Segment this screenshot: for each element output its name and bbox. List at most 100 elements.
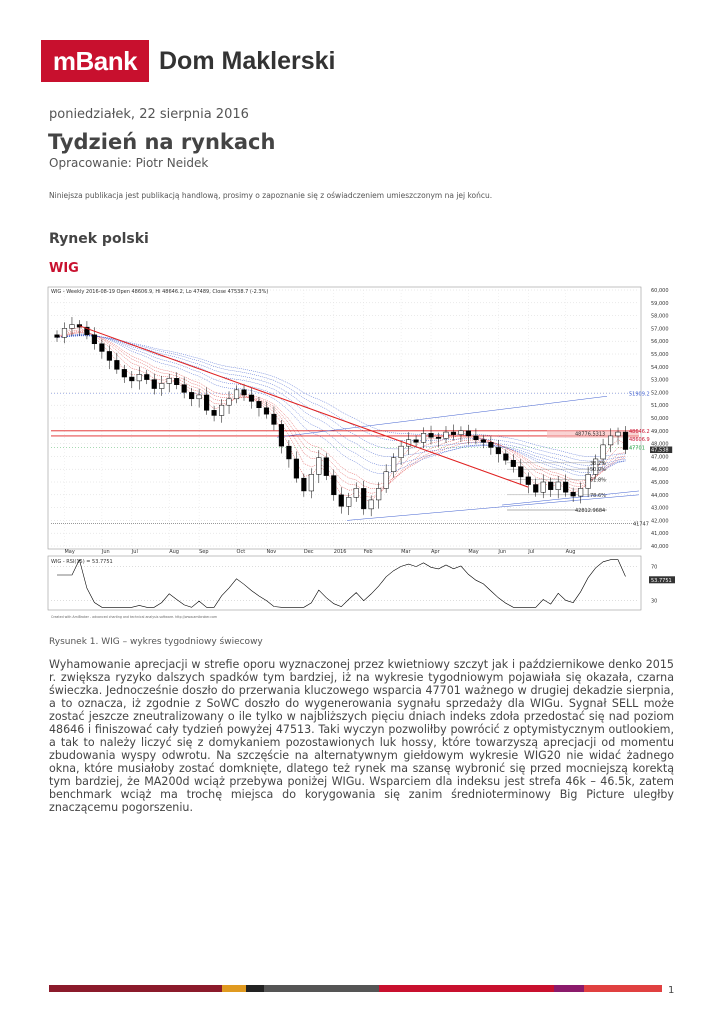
candle-body [204,394,210,411]
y-tick-label: 52,000 [651,390,669,396]
candle-body [248,394,255,402]
section-heading: Rynek polski [49,231,149,247]
candle-body [159,383,165,389]
candle-body [473,435,479,441]
candle-body [465,430,471,437]
x-tick-label: Sep [199,549,208,555]
y-tick-label: 46,000 [651,467,669,473]
level-label: 41747 [633,522,649,528]
y-tick-label: 58,000 [651,314,669,320]
candle-body [144,374,150,380]
x-tick-label: Jun [101,549,110,555]
x-tick-label: Jul [131,549,138,555]
candle-body [540,481,546,493]
x-tick-label: Apr [431,549,441,555]
y-tick-label: 49,000 [651,429,669,435]
x-tick-label: Jul [527,549,534,555]
chart-credit: Created with AmiBroker - advanced charti… [51,615,217,619]
candle-body [533,484,539,493]
candle-body [376,488,382,501]
candle-body [338,494,344,507]
candle-body [256,401,262,409]
y-tick-label: 53,000 [651,378,669,384]
candle-body [488,442,494,448]
resistance-zone [547,430,639,438]
candle-body [518,466,524,478]
level-label: 51909.2 [629,392,650,398]
candle-body [61,328,68,338]
rsi-label: WIG - RSI(15) = 53.7751 [51,559,113,565]
candle-body [76,324,83,328]
candle-body [398,445,404,458]
dom-maklerski-logo-text: Dom Maklerski [159,46,336,75]
candle-body [233,389,240,400]
candle-body [368,499,374,510]
ma-blue-line [56,333,626,477]
y-tick-label: 56,000 [651,339,669,345]
candle-body [503,453,509,461]
chart-info-line: WIG - Weekly 2016-08-19 Open 48606.9, Hi… [51,289,268,295]
x-tick-label: Aug [169,549,179,555]
candle-body [308,474,314,492]
level-label: 48776.5313 [575,432,605,438]
document-title: Tydzień na rynkach [48,130,276,154]
candle-body [331,475,337,496]
candle-body [211,410,217,416]
x-tick-label: Feb [364,549,373,555]
candle-body [570,491,576,497]
candle-body [241,389,247,396]
last-price-label-bg [650,446,673,454]
candle-body [420,433,427,443]
y-tick-label: 57,000 [651,326,669,332]
ma-blue-line [56,335,626,466]
ma-blue-line [56,335,626,462]
x-tick-label: Oct [237,549,246,555]
candle-body [593,458,599,475]
candle-body [413,439,419,443]
candle-body [578,488,584,497]
body-paragraph: Wyhamowanie aprecjacji w strefie oporu w… [49,658,674,814]
wig-chart: 60,000 59,000 58,000 57,000 56,000 55,000 54,0… [47,284,677,620]
y-tick-label: 50,000 [651,416,669,422]
candle-body [54,334,60,338]
fib-label: 78.6% [590,493,606,499]
y-tick-label: 48,000 [651,442,669,448]
ma-blue-line [56,334,626,473]
candle-body [293,458,299,479]
y-tick-label: 47,000 [651,454,669,460]
level-label: 48606.9 [629,437,650,443]
footer-bar-segment [49,985,222,992]
candle-body [263,407,270,415]
candle-body [301,477,307,492]
mbank-logo-mark: mBank [41,40,149,82]
candle-body [525,476,531,485]
rsi-value-label: 53.7751 [651,578,672,584]
candle-body [600,444,606,460]
y-tick-label: 43,000 [651,506,669,512]
rsi-tick-label: 70 [651,565,657,571]
footer-bar-segment [379,985,554,992]
candle-body [136,374,142,382]
candle-body [316,457,322,475]
y-tick-label: 42,000 [651,518,669,524]
candle-body [585,474,591,489]
level-label: 42812.9684 [575,508,605,514]
x-tick-label: Jun [497,549,506,555]
x-tick-label: May [468,549,478,555]
candle-body [443,431,449,439]
x-tick-label: Dec [304,549,314,555]
fib-label: 38.2% [590,461,606,467]
candle-body [106,351,112,361]
candle-body [510,459,516,467]
footer-bar-segment [554,985,584,992]
x-tick-label: Aug [566,549,576,555]
candle-body [391,457,397,473]
candle-body [480,439,486,443]
level-label: 48646.2 [629,429,650,435]
candle-body [121,369,127,378]
channel-line [346,494,640,521]
candle-body [181,384,187,393]
candle-body [323,457,329,476]
candle-body [548,481,554,490]
x-tick-label: Mar [401,549,411,555]
